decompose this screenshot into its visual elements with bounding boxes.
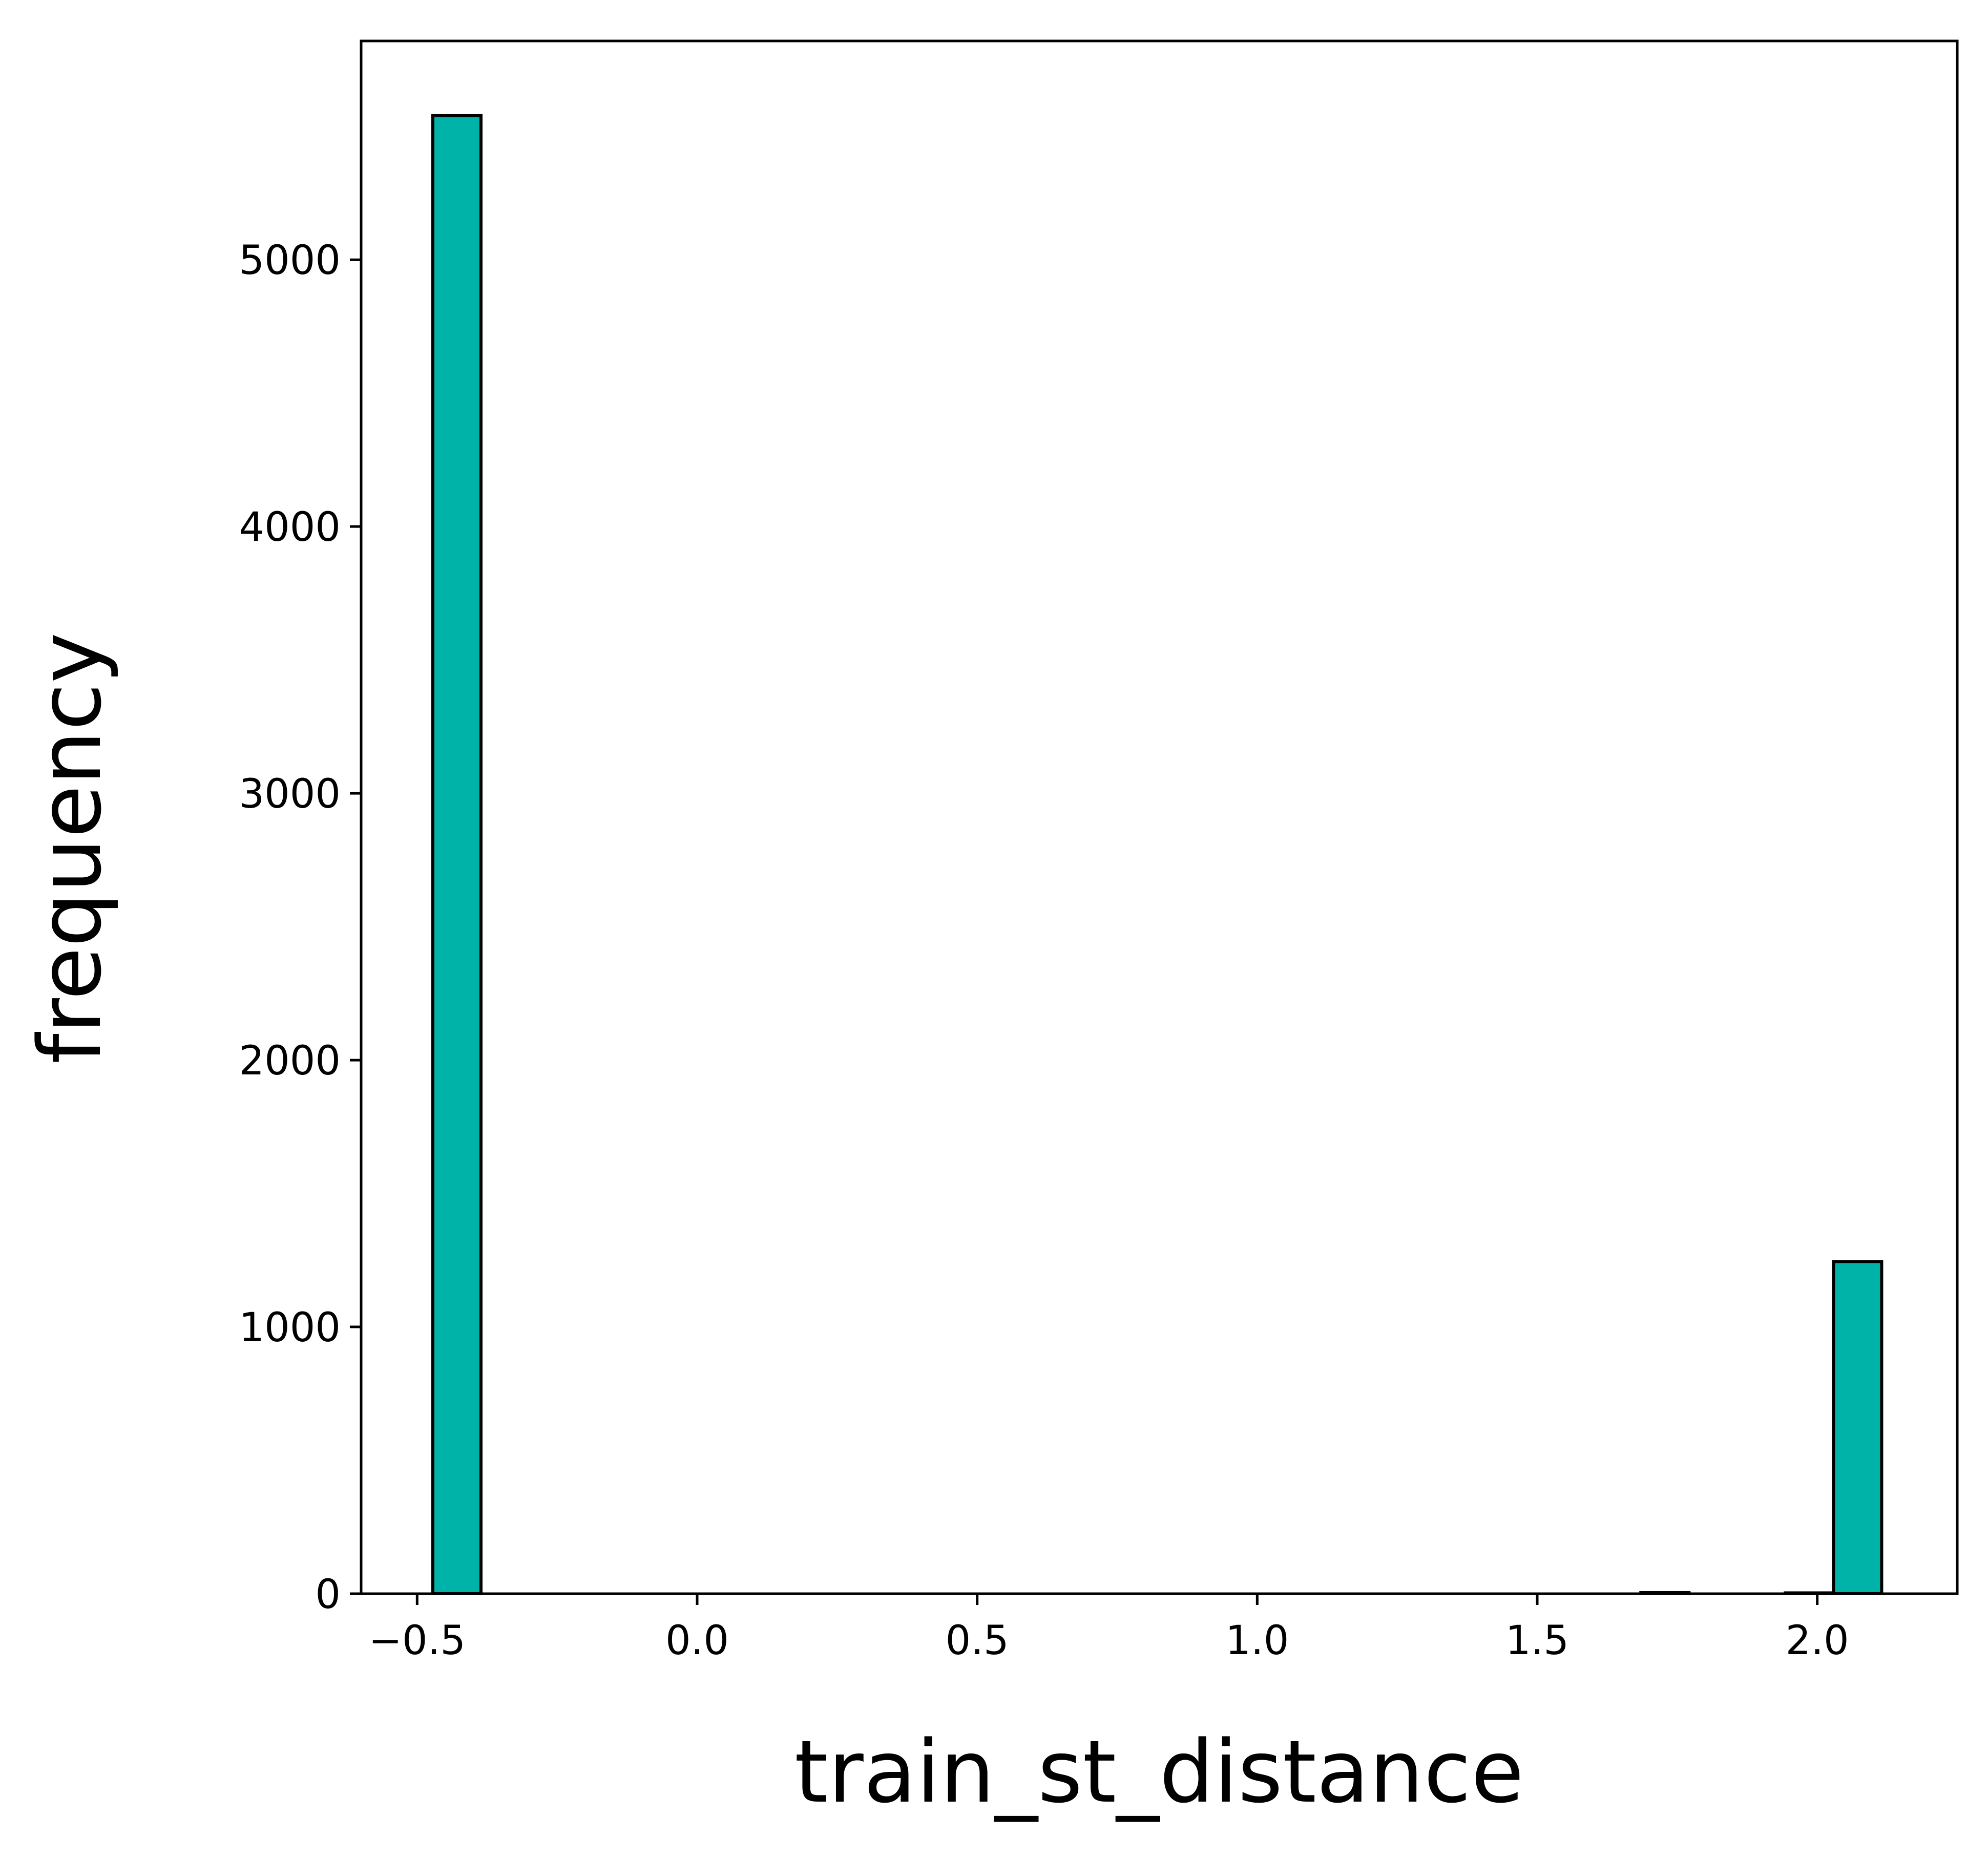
y-tick-label: 4000	[239, 504, 341, 551]
x-axis: −0.5 0.0 0.5 1.0 1.5 2.0	[369, 1594, 1849, 1664]
y-tick-label: 0	[315, 1572, 341, 1618]
y-tick-label: 1000	[239, 1305, 341, 1351]
x-tick-label: 0.0	[665, 1618, 729, 1664]
y-axis: 0 1000 2000 3000 4000 5000	[239, 238, 361, 1618]
y-tick-label: 5000	[239, 238, 341, 284]
x-tick-label: 1.0	[1225, 1618, 1289, 1664]
y-axis-label: frequency	[20, 632, 120, 1064]
x-axis-label: train_st_distance	[794, 1722, 1524, 1822]
bars-group	[431, 114, 1884, 1596]
histogram-bar-3	[1832, 1260, 1884, 1596]
plot-frame	[360, 39, 1959, 1595]
x-tick-label: −0.5	[369, 1618, 466, 1664]
y-tick-label: 2000	[239, 1038, 341, 1084]
histogram-bar-0	[431, 114, 483, 1596]
x-tick-label: 0.5	[946, 1618, 1009, 1664]
x-tick-label: 2.0	[1786, 1618, 1849, 1664]
x-tick-label: 1.5	[1505, 1618, 1569, 1664]
y-tick-label: 3000	[239, 771, 341, 817]
